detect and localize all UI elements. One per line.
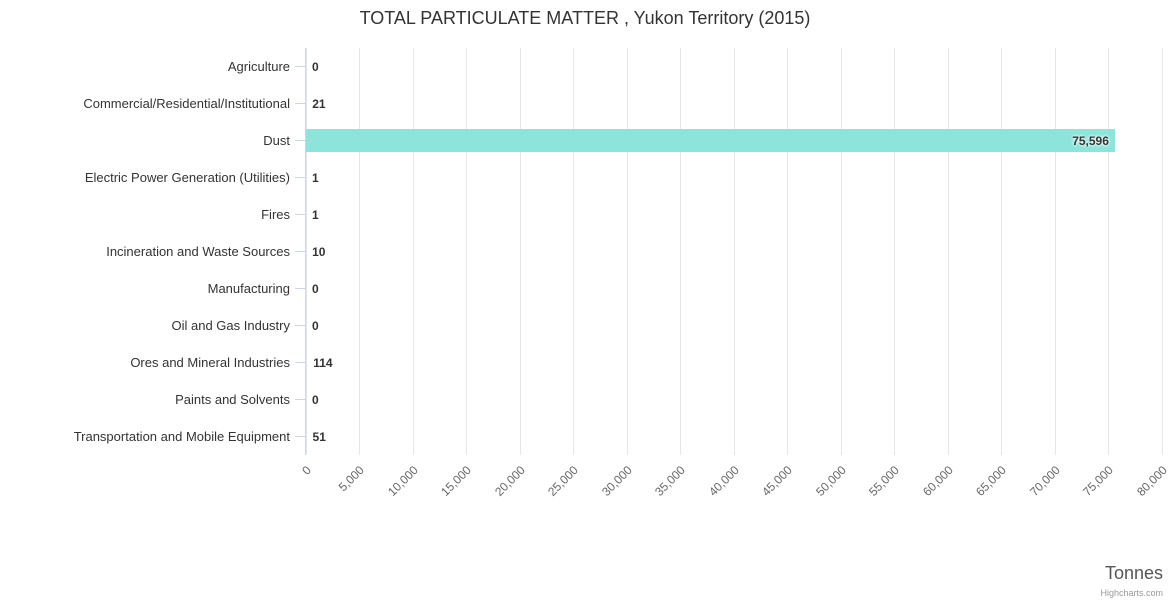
x-axis-tick-label: 40,000	[705, 463, 742, 499]
category-label: Transportation and Mobile Equipment	[73, 428, 290, 444]
value-axis-title: Tonnes	[1104, 563, 1163, 583]
value-label: 114	[313, 355, 333, 370]
category-tick	[295, 251, 305, 252]
value-label: 75,596	[1072, 133, 1109, 148]
value-label: 0	[312, 281, 319, 296]
bar[interactable]	[306, 129, 1115, 152]
category-tick	[295, 325, 305, 326]
category-label: Manufacturing	[207, 280, 290, 296]
value-label: 0	[312, 59, 319, 74]
category-label: Incineration and Waste Sources	[106, 243, 290, 259]
x-axis-tick-label: 20,000	[491, 463, 528, 499]
x-axis-tick-label: 65,000	[973, 463, 1009, 499]
x-axis-tick-label: 55,000	[866, 463, 902, 499]
grid-line	[359, 48, 360, 455]
category-tick	[295, 399, 305, 400]
grid-line	[519, 48, 521, 455]
x-axis-tick-label: 15,000	[438, 463, 474, 499]
category-tick	[295, 288, 305, 289]
grid-line	[466, 48, 467, 455]
category-label: Electric Power Generation (Utilities)	[84, 169, 290, 185]
grid-line	[947, 48, 949, 455]
value-label: 21	[312, 96, 326, 111]
grid-line	[1108, 48, 1109, 455]
highcharts-credit-link[interactable]: Highcharts.com	[1100, 588, 1163, 598]
grid-line	[1054, 48, 1056, 455]
category-tick	[295, 66, 305, 67]
grid-line	[840, 48, 842, 455]
x-axis-tick-label: 25,000	[545, 463, 581, 499]
category-label: Ores and Mineral Industries	[130, 354, 290, 370]
category-label: Paints and Solvents	[175, 391, 290, 407]
grid-line	[626, 48, 628, 455]
grid-line	[1001, 48, 1002, 455]
grid-line	[1161, 48, 1163, 455]
x-axis-tick-label: 10,000	[384, 463, 421, 499]
value-label: 1	[312, 207, 319, 222]
value-label: 0	[312, 392, 319, 407]
category-tick	[295, 214, 305, 215]
category-tick	[295, 140, 305, 141]
x-axis-tick-label: 0	[298, 463, 314, 478]
category-label: Dust	[263, 132, 290, 148]
category-axis-line	[305, 48, 306, 455]
category-tick	[295, 362, 305, 363]
x-axis-tick-label: 45,000	[759, 463, 795, 499]
grid-line	[733, 48, 735, 455]
x-axis-tick-label: 75,000	[1080, 463, 1116, 499]
value-label: 10	[312, 244, 326, 259]
x-axis-tick-label: 60,000	[919, 463, 956, 499]
grid-line	[894, 48, 895, 455]
category-label: Fires	[261, 206, 290, 222]
x-axis-tick-label: 80,000	[1133, 463, 1170, 499]
value-label: 0	[312, 318, 319, 333]
category-tick	[295, 177, 305, 178]
x-axis-tick-label: 30,000	[598, 463, 635, 499]
value-label: 1	[312, 170, 319, 185]
category-label: Agriculture	[227, 58, 290, 74]
grid-line	[305, 48, 307, 455]
grid-line	[412, 48, 414, 455]
category-label: Commercial/Residential/Institutional	[83, 95, 290, 111]
grid-line	[573, 48, 574, 455]
grid-line	[787, 48, 788, 455]
value-label: 51	[312, 429, 326, 444]
category-label: Oil and Gas Industry	[171, 317, 291, 333]
x-axis-tick-label: 5,000	[335, 463, 367, 495]
chart-title: TOTAL PARTICULATE MATTER , Yukon Territo…	[359, 8, 811, 28]
x-axis-tick-label: 70,000	[1026, 463, 1063, 499]
category-tick	[295, 436, 305, 437]
x-axis-tick-label: 50,000	[812, 463, 849, 499]
x-axis-tick-label: 35,000	[652, 463, 688, 499]
grid-line	[680, 48, 681, 455]
category-tick	[295, 103, 305, 104]
